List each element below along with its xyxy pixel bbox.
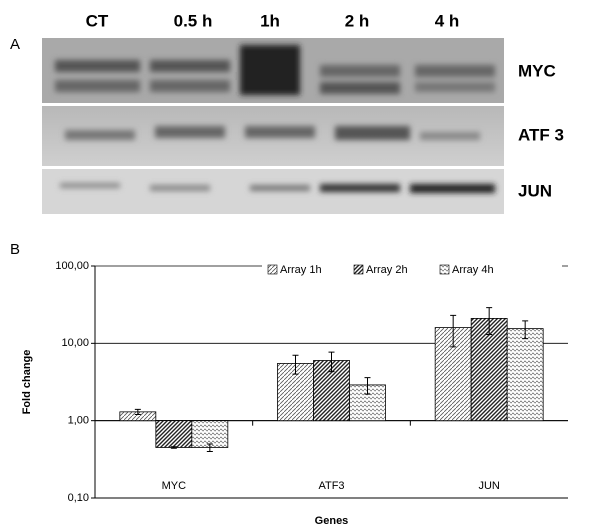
panel-label: B [10, 241, 20, 258]
error-bar [206, 443, 213, 452]
legend-label: Array 4h [452, 264, 494, 276]
x-tick-label: MYC [162, 480, 187, 492]
panel-label: A [10, 36, 20, 53]
lane-label: 1h [260, 11, 280, 30]
error-bar [486, 307, 493, 336]
blot-image [42, 38, 504, 214]
error-bar [292, 354, 299, 375]
x-tick-label: JUN [478, 480, 499, 492]
bar [191, 420, 229, 448]
error-bar [134, 408, 141, 416]
legend-label: Array 2h [366, 264, 408, 276]
row-label: MYC [518, 61, 556, 80]
lane-label: 0.5 h [174, 11, 213, 30]
error-bar [450, 314, 457, 348]
bar [155, 420, 193, 448]
lane-label: 4 h [435, 11, 460, 30]
bar [506, 328, 544, 422]
y-axis-label: Fold change [21, 350, 33, 415]
error-bar [328, 351, 335, 373]
error-bar [364, 377, 371, 395]
row-label: ATF 3 [518, 125, 564, 144]
row-label: JUN [518, 181, 552, 200]
legend-swatch [353, 264, 364, 275]
legend-bg [262, 259, 562, 281]
lane-label: 2 h [345, 11, 370, 30]
legend-swatch [267, 264, 278, 275]
y-tick-label: 100,00 [55, 260, 89, 272]
x-axis-label: Genes [315, 515, 349, 527]
y-tick-label: 0,10 [68, 492, 89, 504]
legend-swatch [439, 264, 450, 275]
lane-label: CT [86, 11, 109, 30]
y-tick-label: 1,00 [68, 415, 89, 427]
x-tick-label: ATF3 [318, 480, 344, 492]
error-bar [522, 320, 529, 340]
error-bar [170, 446, 177, 449]
legend-label: Array 1h [280, 264, 322, 276]
y-tick-label: 10,00 [61, 337, 89, 349]
